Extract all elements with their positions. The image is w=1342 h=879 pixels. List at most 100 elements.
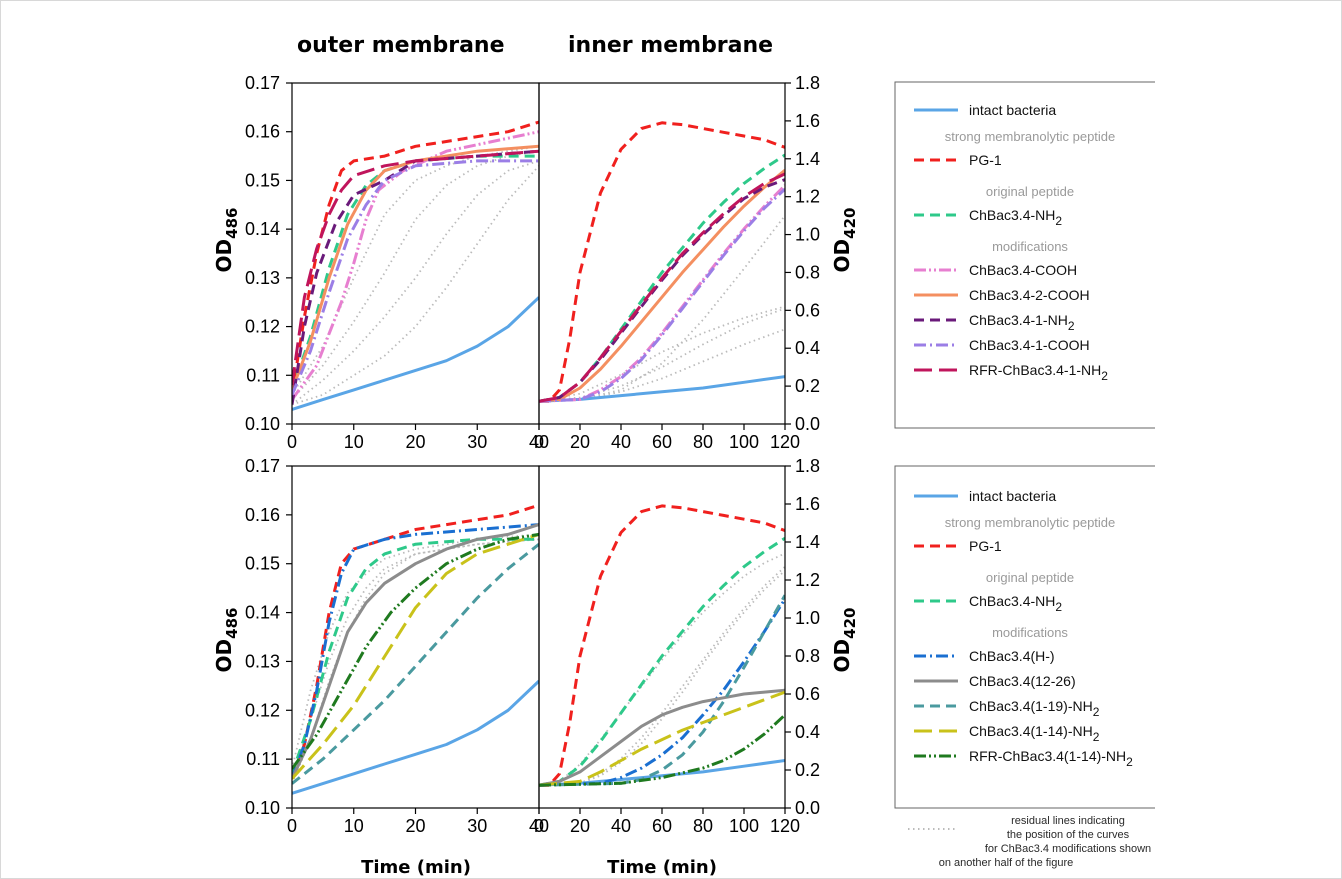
- y-tick-label: 0.6: [795, 300, 820, 320]
- series-line: [292, 154, 539, 391]
- legend-label: intact bacteria: [969, 102, 1056, 118]
- plot-frame: [538, 465, 786, 809]
- y-tick-label: 0.6: [795, 684, 820, 704]
- y-tick-label: 0.8: [795, 646, 820, 666]
- series-line: [539, 178, 785, 403]
- y-tick-label: 0.16: [245, 505, 280, 525]
- x-tick-label: 80: [693, 816, 713, 836]
- y-tick-label: 1.2: [795, 187, 820, 207]
- residual-dotted-line: [292, 533, 539, 770]
- x-tick-label: 60: [652, 432, 672, 452]
- y-tick-label: 1.8: [795, 456, 820, 476]
- legend-label: ChBac3.4-NH2: [969, 593, 1062, 614]
- y-tick-label: 0.11: [246, 749, 280, 769]
- residual-dotted-line: [292, 538, 539, 784]
- y-tick-label: 1.8: [795, 73, 820, 93]
- legend-label: ChBac3.4-2-COOH: [969, 287, 1090, 303]
- x-axis-label-left: Time (min): [361, 857, 471, 878]
- x-tick-label: 80: [693, 432, 713, 452]
- x-tick-label: 100: [729, 432, 759, 452]
- series-line: [292, 149, 539, 405]
- y-label-right-main: OD: [830, 639, 854, 673]
- y-tick-label: 0.0: [795, 414, 820, 434]
- x-tick-label: 40: [611, 816, 631, 836]
- y-tick-label: 0.0: [795, 798, 820, 818]
- y-tick-label: 1.2: [795, 570, 820, 590]
- panel-bottom-outer: 0 10 20 30 40 0.10 0.11 0.12 0.13 0.14 0.15 0.16 0.1…: [245, 456, 549, 836]
- x-tick-label: 0: [287, 432, 297, 452]
- series-line: [539, 594, 785, 787]
- legend-label: ChBac3.4(12-26): [969, 673, 1076, 689]
- x-tick-label: 60: [652, 816, 672, 836]
- y-label-left-sub: 486: [223, 208, 241, 239]
- svg-text:OD486: OD486: [212, 208, 241, 273]
- legend-label: ChBac3.4-1-COOH: [969, 337, 1090, 353]
- outer-membrane-title: outer membrane: [297, 33, 505, 58]
- series-line: [292, 159, 539, 396]
- legend-section-header: strong membranolytic peptide: [945, 515, 1116, 530]
- y-tick-label: 0.11: [246, 365, 280, 385]
- legend-section-header: modifications: [992, 239, 1068, 254]
- series-line: [292, 296, 539, 411]
- x-tick-label: 100: [729, 816, 759, 836]
- x-tick-label: 0: [534, 432, 544, 452]
- footnote-line-1: residual lines indicating: [1011, 815, 1125, 827]
- series-line: [539, 504, 785, 787]
- y-tick-label: 0.17: [245, 456, 280, 476]
- series-line: [539, 713, 785, 787]
- x-tick-label: 0: [534, 816, 544, 836]
- series-line: [292, 503, 539, 780]
- residual-dotted-line: [539, 307, 785, 403]
- x-tick-label: 20: [405, 816, 425, 836]
- series-line: [292, 532, 539, 780]
- y-label-left-sub: 486: [223, 608, 241, 639]
- y-label-left-main: OD: [212, 239, 236, 273]
- residual-dotted-line: [539, 566, 785, 787]
- residual-dotted-line: [292, 145, 539, 396]
- y-tick-label: 0.4: [795, 338, 820, 358]
- x-tick-label: 40: [611, 432, 631, 452]
- series-line: [292, 149, 539, 386]
- series-line: [292, 523, 539, 780]
- x-tick-label: 120: [770, 816, 800, 836]
- footnote-line-4: on another half of the figure: [939, 857, 1074, 869]
- plot-frame: [291, 82, 540, 425]
- series-line: [539, 184, 785, 403]
- legend-label: ChBac3.4-NH2: [969, 207, 1062, 228]
- y-tick-label: 0.12: [245, 317, 280, 337]
- series-line: [539, 690, 785, 787]
- series-line: [539, 172, 785, 403]
- series-group: [292, 120, 539, 411]
- y-axis-label-right-bottom: OD420: [830, 608, 859, 673]
- legend-section-header: modifications: [992, 625, 1068, 640]
- series-line: [539, 121, 785, 403]
- legend-label: PG-1: [969, 152, 1002, 168]
- legend-section-header: original peptide: [986, 570, 1074, 585]
- y-label-right-sub: 420: [841, 208, 859, 239]
- y-label-right-sub: 420: [841, 608, 859, 639]
- y-axis-label-right-top: OD420: [830, 208, 859, 273]
- series-line: [292, 523, 539, 780]
- legend-label: ChBac3.4(1-19)-NH2: [969, 698, 1100, 719]
- y-tick-label: 0.15: [245, 170, 280, 190]
- y-tick-label: 0.13: [245, 268, 280, 288]
- y-tick-label: 0.16: [245, 122, 280, 142]
- series-line: [292, 144, 539, 391]
- series-line: [292, 543, 539, 785]
- residual-dotted-line: [539, 552, 785, 787]
- series-line: [539, 598, 785, 787]
- x-tick-label: 10: [344, 816, 364, 836]
- x-tick-label: 20: [405, 432, 425, 452]
- series-line: [539, 536, 785, 787]
- series-line: [292, 679, 539, 795]
- y-tick-label: 0.13: [245, 651, 280, 671]
- legend-top: intact bacteria strong membranolytic pept…: [894, 81, 1155, 429]
- x-tick-label: 20: [570, 432, 590, 452]
- series-line: [539, 187, 785, 403]
- y-tick-label: 0.10: [245, 414, 280, 434]
- y-tick-label: 1.6: [795, 494, 820, 514]
- x-axis-label-right: Time (min): [607, 857, 717, 878]
- x-tick-label: 40: [529, 432, 549, 452]
- x-tick-label: 0: [287, 816, 297, 836]
